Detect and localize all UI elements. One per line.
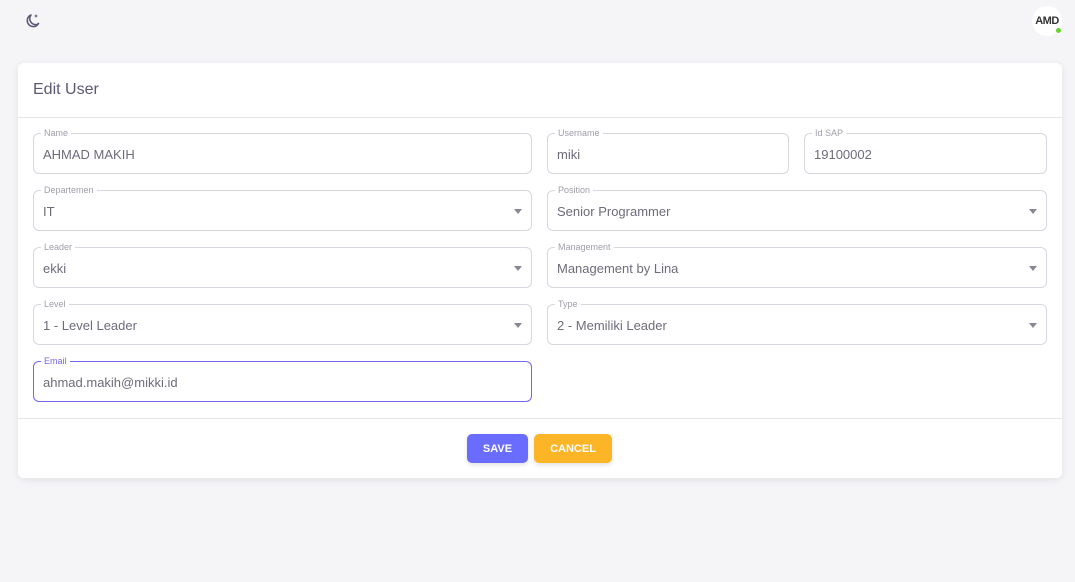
username-value: miki [557, 147, 581, 162]
chevron-down-icon [514, 209, 522, 214]
id-sap-input[interactable]: Id SAP 19100002 [804, 128, 1047, 174]
username-input[interactable]: Username miki [547, 128, 789, 174]
type-label: Type [555, 299, 581, 309]
save-button[interactable]: SAVE [467, 434, 528, 463]
avatar[interactable]: AMD [1032, 6, 1062, 36]
type-select[interactable]: Type 2 - Memiliki Leader [547, 299, 1047, 345]
email-label: Email [41, 356, 70, 366]
chevron-down-icon [1029, 209, 1037, 214]
position-label: Position [555, 185, 594, 195]
level-value: 1 - Level Leader [43, 318, 137, 333]
id-sap-label: Id SAP [812, 128, 847, 138]
chevron-down-icon [1029, 266, 1037, 271]
position-select[interactable]: Position Senior Programmer [547, 185, 1047, 231]
type-value: 2 - Memiliki Leader [557, 318, 667, 333]
page-title: Edit User [33, 81, 99, 98]
online-status-dot [1055, 27, 1062, 34]
departemen-value: IT [43, 204, 55, 219]
chevron-down-icon [1029, 323, 1037, 328]
divider [18, 117, 1062, 118]
position-value: Senior Programmer [557, 204, 671, 219]
id-sap-value: 19100002 [814, 147, 872, 162]
leader-label: Leader [41, 242, 76, 252]
avatar-initials: AMD [1035, 15, 1059, 27]
email-value: ahmad.makih@mikki.id [43, 375, 178, 390]
chevron-down-icon [514, 323, 522, 328]
name-input[interactable]: Name AHMAD MAKIH [33, 128, 532, 174]
email-input[interactable]: Email ahmad.makih@mikki.id [33, 356, 532, 402]
cancel-button[interactable]: CANCEL [534, 434, 612, 463]
management-label: Management [555, 242, 614, 252]
name-value: AHMAD MAKIH [43, 147, 135, 162]
divider [18, 418, 1062, 419]
chevron-down-icon [514, 266, 522, 271]
edit-user-card: Edit User Name AHMAD MAKIH Username miki I… [18, 63, 1062, 478]
leader-value: ekki [43, 261, 67, 276]
moon-stars-icon[interactable] [24, 12, 42, 30]
level-select[interactable]: Level 1 - Level Leader [33, 299, 532, 345]
departemen-label: Departemen [41, 185, 97, 195]
leader-select[interactable]: Leader ekki [33, 242, 532, 288]
departemen-select[interactable]: Departemen IT [33, 185, 532, 231]
name-label: Name [41, 128, 72, 138]
management-select[interactable]: Management Management by Lina [547, 242, 1047, 288]
level-label: Level [41, 299, 69, 309]
username-label: Username [555, 128, 603, 138]
management-value: Management by Lina [557, 261, 679, 276]
